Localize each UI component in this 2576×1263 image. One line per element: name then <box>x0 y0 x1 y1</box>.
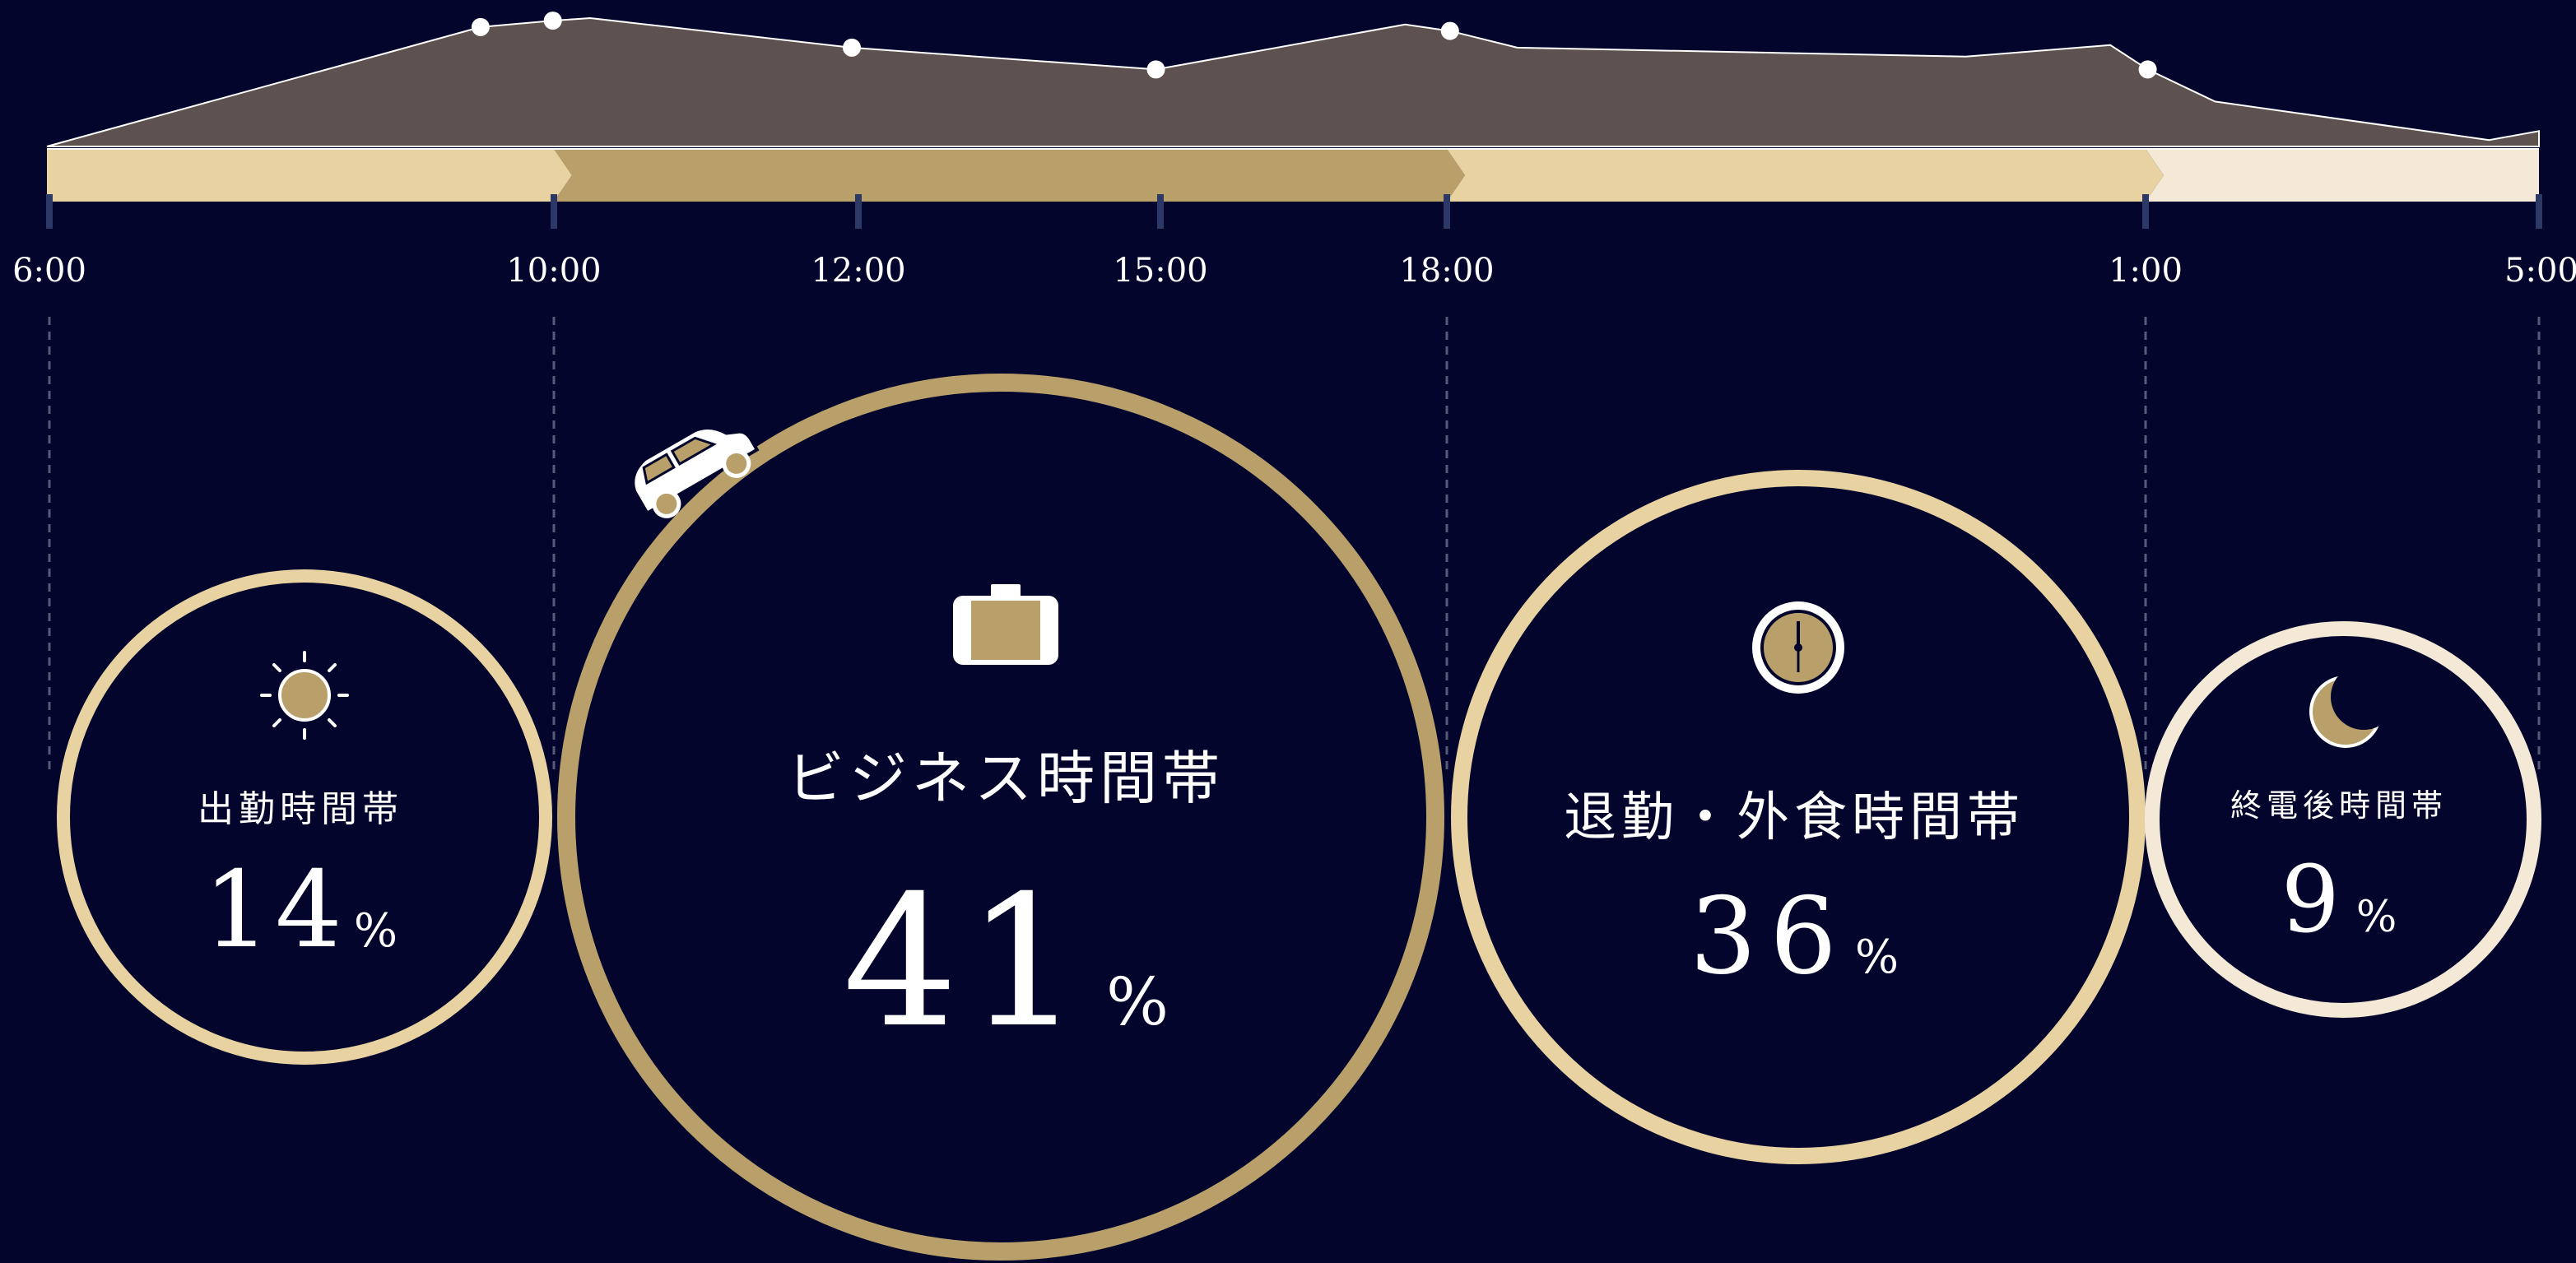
bubble-evening: 退勤・外食時間帯 36% <box>1451 470 2146 1164</box>
tick-label: 12:00 <box>811 252 905 290</box>
car-icon <box>631 425 760 518</box>
bubble-ring <box>57 569 552 1065</box>
bubble-unit: % <box>1855 931 1899 984</box>
bubble-value-line: 9% <box>2281 847 2397 954</box>
bubble-value-line: 36% <box>1690 875 1899 998</box>
tick-mark <box>855 194 862 229</box>
area-marker <box>543 12 562 30</box>
bubble-label: 終電後時間帯 <box>2230 787 2448 824</box>
time-axis: 6:00 10:00 12:00 15:00 18:00 1:00 5:00 <box>12 194 2576 290</box>
bubble-value: 36 <box>1690 875 1850 998</box>
tick-mark <box>2536 194 2542 229</box>
area-marker <box>843 38 861 57</box>
activity-area-fill <box>46 16 2540 147</box>
activity-area <box>46 12 2540 147</box>
area-marker <box>1440 21 1459 40</box>
tick-mark <box>1157 194 1164 229</box>
bubble-value: 9 <box>2281 847 2340 954</box>
moon-icon <box>2309 664 2397 748</box>
tick-mark <box>2142 194 2149 229</box>
bubble-label: ビジネス時間帯 <box>787 745 1225 812</box>
area-marker <box>2138 60 2157 79</box>
bubble-label: 退勤・外食時間帯 <box>1564 787 2025 848</box>
tick-label: 5:00 <box>2504 252 2576 290</box>
timeline-bar <box>47 148 2539 202</box>
bubble-ring <box>557 374 1444 1261</box>
area-markers <box>471 12 2157 79</box>
tick-label: 18:00 <box>1399 252 1494 290</box>
area-marker <box>1146 60 1165 79</box>
briefcase-icon <box>953 584 1058 665</box>
timeline-segment <box>1447 149 2164 202</box>
bubble-unit: % <box>1106 964 1169 1040</box>
bubble-value-line: 14% <box>203 849 398 972</box>
tick-mark <box>46 194 53 229</box>
bubble-unit: % <box>354 904 398 958</box>
bubble-ring <box>2145 621 2541 1018</box>
bubble-business: ビジネス時間帯 41% <box>557 374 1444 1261</box>
tick-label: 1:00 <box>2109 252 2183 290</box>
bubble-late-night: 終電後時間帯 9% <box>2145 621 2541 1018</box>
bubble-label: 出勤時間帯 <box>198 788 403 830</box>
tick-label: 15:00 <box>1113 252 1207 290</box>
bubble-unit: % <box>2356 893 2397 942</box>
tick-mark <box>1444 194 1450 229</box>
bubble-commute: 出勤時間帯 14% <box>57 569 552 1065</box>
timeline-segment <box>554 149 1465 202</box>
tick-label: 10:00 <box>506 252 601 290</box>
timeline-segment <box>47 149 572 202</box>
tick-mark <box>551 194 557 229</box>
bubble-value-line: 41% <box>843 857 1169 1067</box>
area-marker <box>471 17 490 36</box>
tick-label: 6:00 <box>12 252 86 290</box>
bubble-value: 41 <box>843 857 1090 1067</box>
bubble-value: 14 <box>203 849 347 972</box>
guide-lines <box>48 317 2541 773</box>
bubble-ring <box>1451 470 2146 1164</box>
timeline-segment <box>2146 149 2539 202</box>
sun-icon <box>260 651 349 740</box>
clock-icon <box>1752 601 1844 694</box>
